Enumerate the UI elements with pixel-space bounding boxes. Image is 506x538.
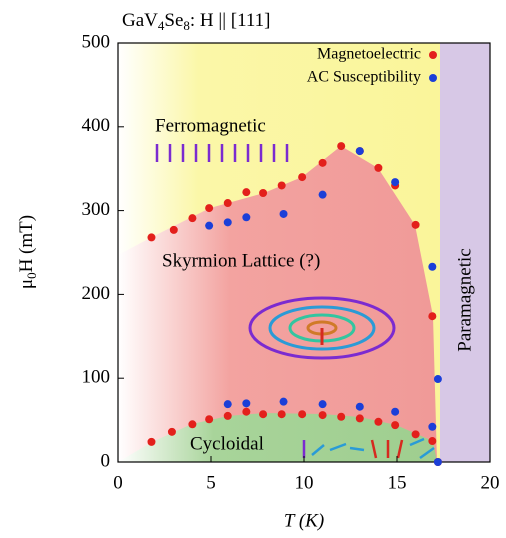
data-point xyxy=(259,410,268,419)
legend-label: Magnetoelectric xyxy=(317,46,421,63)
data-point xyxy=(355,402,364,411)
data-point xyxy=(279,397,288,406)
annotation: Paramagnetic xyxy=(454,248,475,351)
x-tick-label: 5 xyxy=(206,472,216,493)
x-tick-label: 15 xyxy=(388,472,407,493)
y-tick-label: 300 xyxy=(82,199,111,220)
data-point xyxy=(223,411,232,420)
data-point xyxy=(318,400,327,409)
y-tick-label: 0 xyxy=(101,450,111,471)
cycloid-arrows xyxy=(302,437,435,460)
data-point xyxy=(242,399,251,408)
paramagnetic-region xyxy=(440,43,490,462)
data-point xyxy=(205,221,214,230)
data-point xyxy=(277,181,286,190)
data-point xyxy=(391,421,400,430)
data-point xyxy=(355,147,364,156)
data-point xyxy=(355,414,364,423)
x-tick-label: 10 xyxy=(295,472,314,493)
data-point xyxy=(428,312,437,321)
data-point xyxy=(169,225,178,234)
annotation: Ferromagnetic xyxy=(155,115,266,136)
data-point xyxy=(223,199,232,208)
y-tick-label: 400 xyxy=(82,115,111,136)
data-point xyxy=(428,422,437,431)
data-point xyxy=(374,417,383,426)
legend-label: AC Susceptibility xyxy=(307,69,421,86)
y-tick-label: 500 xyxy=(82,31,111,52)
data-point xyxy=(318,190,327,199)
data-point xyxy=(411,430,420,439)
data-point xyxy=(391,178,400,187)
ferro-arrows xyxy=(155,144,289,162)
data-point xyxy=(337,412,346,421)
y-tick-label: 200 xyxy=(82,283,111,304)
data-point xyxy=(147,437,156,446)
data-point xyxy=(318,158,327,167)
data-point xyxy=(318,411,327,420)
data-point xyxy=(411,220,420,229)
data-point xyxy=(428,262,437,271)
data-point xyxy=(223,400,232,409)
data-point xyxy=(428,437,437,446)
data-point xyxy=(147,233,156,242)
data-point xyxy=(223,218,232,227)
legend-marker xyxy=(429,74,437,82)
data-point xyxy=(279,209,288,218)
data-point xyxy=(242,188,251,197)
data-point xyxy=(259,189,268,198)
data-point xyxy=(188,214,197,223)
y-tick-label: 100 xyxy=(82,367,111,388)
skyrmion-graphic xyxy=(248,296,396,360)
data-point xyxy=(391,407,400,416)
chart-title: GaV4Se8: H || [111] xyxy=(122,10,271,33)
data-point xyxy=(298,173,307,182)
data-point xyxy=(277,410,286,419)
data-point xyxy=(242,213,251,222)
data-point xyxy=(242,407,251,416)
data-point xyxy=(188,420,197,429)
data-point xyxy=(433,375,442,384)
data-point xyxy=(337,142,346,151)
legend-marker xyxy=(429,51,437,59)
x-axis-label: T (K) xyxy=(284,510,324,531)
data-point xyxy=(205,204,214,213)
annotation: Cycloidal xyxy=(190,433,264,454)
x-tick-label: 0 xyxy=(113,472,123,493)
annotation: Skyrmion Lattice (?) xyxy=(162,250,320,271)
x-tick-label: 20 xyxy=(481,472,500,493)
data-point xyxy=(374,163,383,172)
data-point xyxy=(167,427,176,436)
data-point xyxy=(433,458,442,466)
data-point xyxy=(298,410,307,419)
data-point xyxy=(205,415,214,424)
y-axis-label: μ0H (mT) xyxy=(16,215,39,289)
